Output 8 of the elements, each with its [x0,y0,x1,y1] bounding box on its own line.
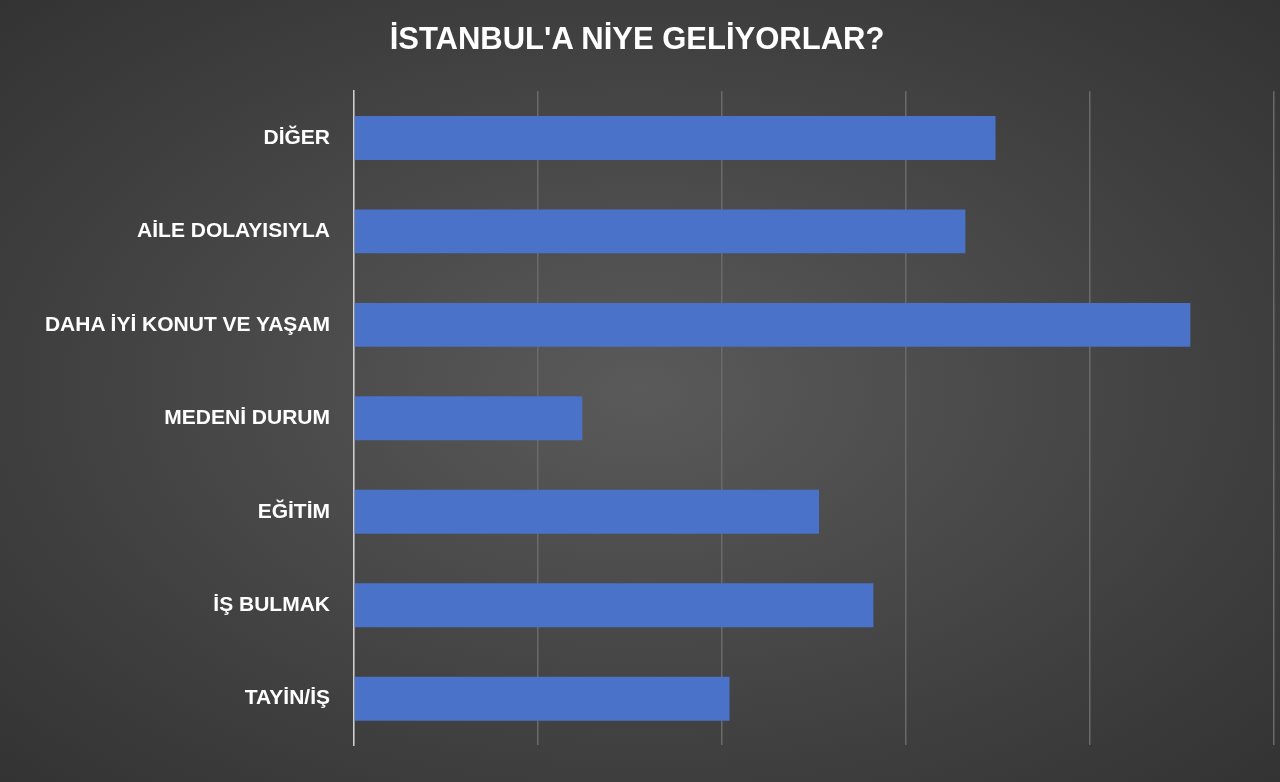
y-tick-label: MEDENİ DURUM [164,405,330,429]
y-tick-label: TAYİN/İŞ [244,685,330,709]
chart-title: İSTANBUL'A NİYE GELİYORLAR? [389,21,885,57]
y-tick-label: DAHA İYİ KONUT VE YAŞAM [44,311,330,335]
y-tick-label: DİĞER [263,124,330,148]
y-tick-label: İŞ BULMAK [213,592,330,616]
y-tick-label: EĞİTİM [257,498,330,522]
y-tick-label: AİLE DOLAYISIYLA [137,218,330,242]
